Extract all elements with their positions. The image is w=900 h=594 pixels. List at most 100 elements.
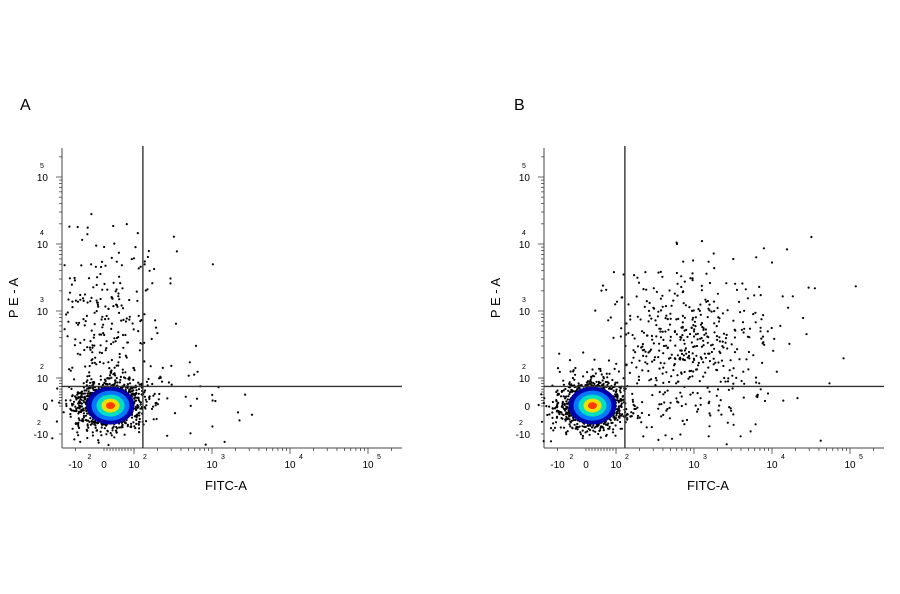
event-dot <box>622 377 625 380</box>
event-dot <box>121 368 124 371</box>
y-tick-label: 10 <box>37 240 49 251</box>
event-dot <box>82 414 85 418</box>
event-dot <box>545 405 548 408</box>
event-dot <box>657 438 660 441</box>
event-dot <box>586 430 589 433</box>
event-dot <box>95 363 98 366</box>
event-dot <box>99 378 102 381</box>
event-dot <box>791 295 794 298</box>
event-dot <box>601 425 604 429</box>
event-dot <box>708 281 712 285</box>
event-dot <box>785 248 789 251</box>
x-tick-label: 10 <box>688 460 700 471</box>
event-dot <box>674 344 677 347</box>
event-dot <box>93 333 96 336</box>
event-dot <box>597 432 600 436</box>
event-dot <box>648 379 651 382</box>
event-dot <box>95 299 98 302</box>
event-dot <box>113 337 116 340</box>
event-dot <box>680 285 683 289</box>
event-dot <box>639 318 642 321</box>
event-dot <box>607 359 611 362</box>
event-dot <box>675 271 678 275</box>
event-dot <box>648 301 651 304</box>
event-dot <box>631 400 635 403</box>
event-dot <box>582 351 585 354</box>
event-dot <box>65 402 68 405</box>
event-dot <box>115 288 118 291</box>
event-dot <box>82 412 85 415</box>
event-dot <box>107 317 110 320</box>
event-dot <box>105 382 108 385</box>
y-tick-exponent: 2 <box>37 420 41 427</box>
event-dot <box>89 300 92 303</box>
event-dot <box>716 369 719 372</box>
event-dot <box>561 405 564 408</box>
event-dot <box>691 361 694 364</box>
event-dot <box>747 368 750 371</box>
event-dot <box>717 316 720 319</box>
event-dot <box>619 420 622 424</box>
event-dot <box>187 374 190 377</box>
event-dot <box>147 377 150 381</box>
event-dot <box>611 431 615 434</box>
event-dot <box>748 327 752 330</box>
event-dot <box>85 380 88 384</box>
event-dot <box>637 375 640 378</box>
event-dot <box>657 356 660 359</box>
event-dot <box>169 282 172 285</box>
y-tick-label: 0 <box>524 402 530 413</box>
event-dot <box>127 377 130 380</box>
event-dot <box>770 326 773 330</box>
event-dot <box>156 332 159 335</box>
event-dot <box>568 391 572 394</box>
event-dot <box>76 225 79 229</box>
event-dot <box>682 339 685 342</box>
event-dot <box>145 404 148 407</box>
event-dot <box>589 429 592 432</box>
event-dot <box>572 370 575 373</box>
event-dot <box>775 370 778 373</box>
event-dot <box>99 297 102 301</box>
event-dot <box>151 382 154 386</box>
event-dot <box>683 342 686 345</box>
event-dot <box>99 375 102 378</box>
event-dot <box>669 335 672 338</box>
event-dot <box>562 395 565 398</box>
event-dot <box>670 304 673 307</box>
event-dot <box>609 316 612 319</box>
event-dot <box>105 347 108 350</box>
event-dot <box>577 382 580 385</box>
event-dot <box>172 235 175 238</box>
event-dot <box>74 405 77 408</box>
event-dot <box>110 376 113 379</box>
event-dot <box>724 341 727 344</box>
y-tick-exponent: 5 <box>40 163 44 170</box>
event-dot <box>605 372 608 375</box>
event-dot <box>76 393 79 396</box>
event-dot <box>616 393 619 397</box>
event-dot <box>704 356 707 359</box>
event-dot <box>659 309 663 312</box>
event-dot <box>135 418 138 421</box>
event-dot <box>614 434 617 437</box>
event-dot <box>692 324 695 327</box>
event-dot <box>680 326 683 329</box>
event-dot <box>92 336 95 339</box>
event-dot <box>606 383 609 386</box>
event-dot <box>651 360 654 363</box>
event-dot <box>72 400 76 403</box>
event-dot <box>91 351 94 354</box>
event-dot <box>123 376 126 379</box>
event-dot <box>560 411 563 414</box>
event-dot <box>102 323 105 326</box>
event-dot <box>680 352 684 355</box>
event-dot <box>115 336 119 340</box>
event-dot <box>779 324 782 327</box>
event-dot <box>699 403 702 406</box>
event-dot <box>842 357 845 360</box>
event-dot <box>137 381 140 384</box>
event-dot <box>115 425 118 429</box>
event-dot <box>121 371 124 374</box>
